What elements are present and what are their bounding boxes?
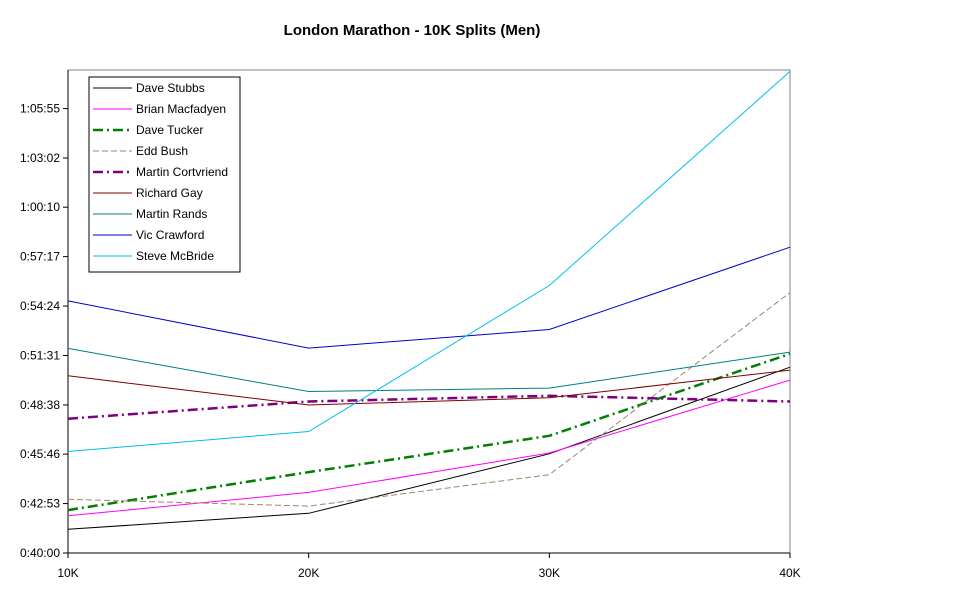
y-tick-label: 1:03:02 — [20, 151, 60, 165]
legend-label: Edd Bush — [136, 144, 188, 158]
y-tick-label: 0:40:00 — [20, 546, 60, 560]
series-line-4 — [67, 394, 791, 420]
legend-label: Richard Gay — [136, 186, 203, 200]
legend-label: Martin Cortvriend — [136, 165, 228, 179]
y-axis: 0:40:00 0:42:53 0:45:46 0:48:38 0:51:31 0:54:… — [20, 70, 69, 560]
legend: Dave Stubbs Brian Macfadyen Dave Tucker Edd… — [88, 76, 241, 273]
y-tick-label: 0:45:46 — [20, 447, 60, 461]
y-tick-label: 0:42:53 — [20, 497, 60, 511]
y-tick-label: 0:48:38 — [20, 398, 60, 412]
series-line-5 — [67, 369, 791, 406]
x-axis: 10K 20K 30K 40K — [57, 552, 801, 580]
y-tick-label: 0:57:17 — [20, 250, 60, 264]
legend-label: Dave Tucker — [136, 123, 203, 137]
x-tick-label: 10K — [57, 566, 78, 580]
y-tick-label: 1:05:55 — [20, 102, 60, 116]
series-line-7 — [67, 246, 791, 349]
legend-label: Vic Crawford — [136, 228, 204, 242]
series-line-8 — [67, 71, 791, 452]
legend-label: Brian Macfadyen — [136, 102, 226, 116]
series-line-1 — [67, 379, 791, 517]
series-line-0 — [67, 366, 791, 530]
series-line-2 — [67, 352, 791, 512]
y-tick-label: 1:00:10 — [20, 200, 60, 214]
legend-label: Martin Rands — [136, 207, 207, 221]
series-lines — [67, 71, 791, 530]
y-tick-label: 0:54:24 — [20, 299, 60, 313]
y-tick-label: 0:51:31 — [20, 349, 60, 363]
x-tick-label: 30K — [539, 566, 560, 580]
x-tick-label: 40K — [779, 566, 800, 580]
x-tick-label: 20K — [298, 566, 319, 580]
legend-label: Dave Stubbs — [136, 81, 205, 95]
series-line-6 — [67, 347, 791, 393]
legend-label: Steve McBride — [136, 249, 214, 263]
chart-title: London Marathon - 10K Splits (Men) — [283, 22, 541, 39]
